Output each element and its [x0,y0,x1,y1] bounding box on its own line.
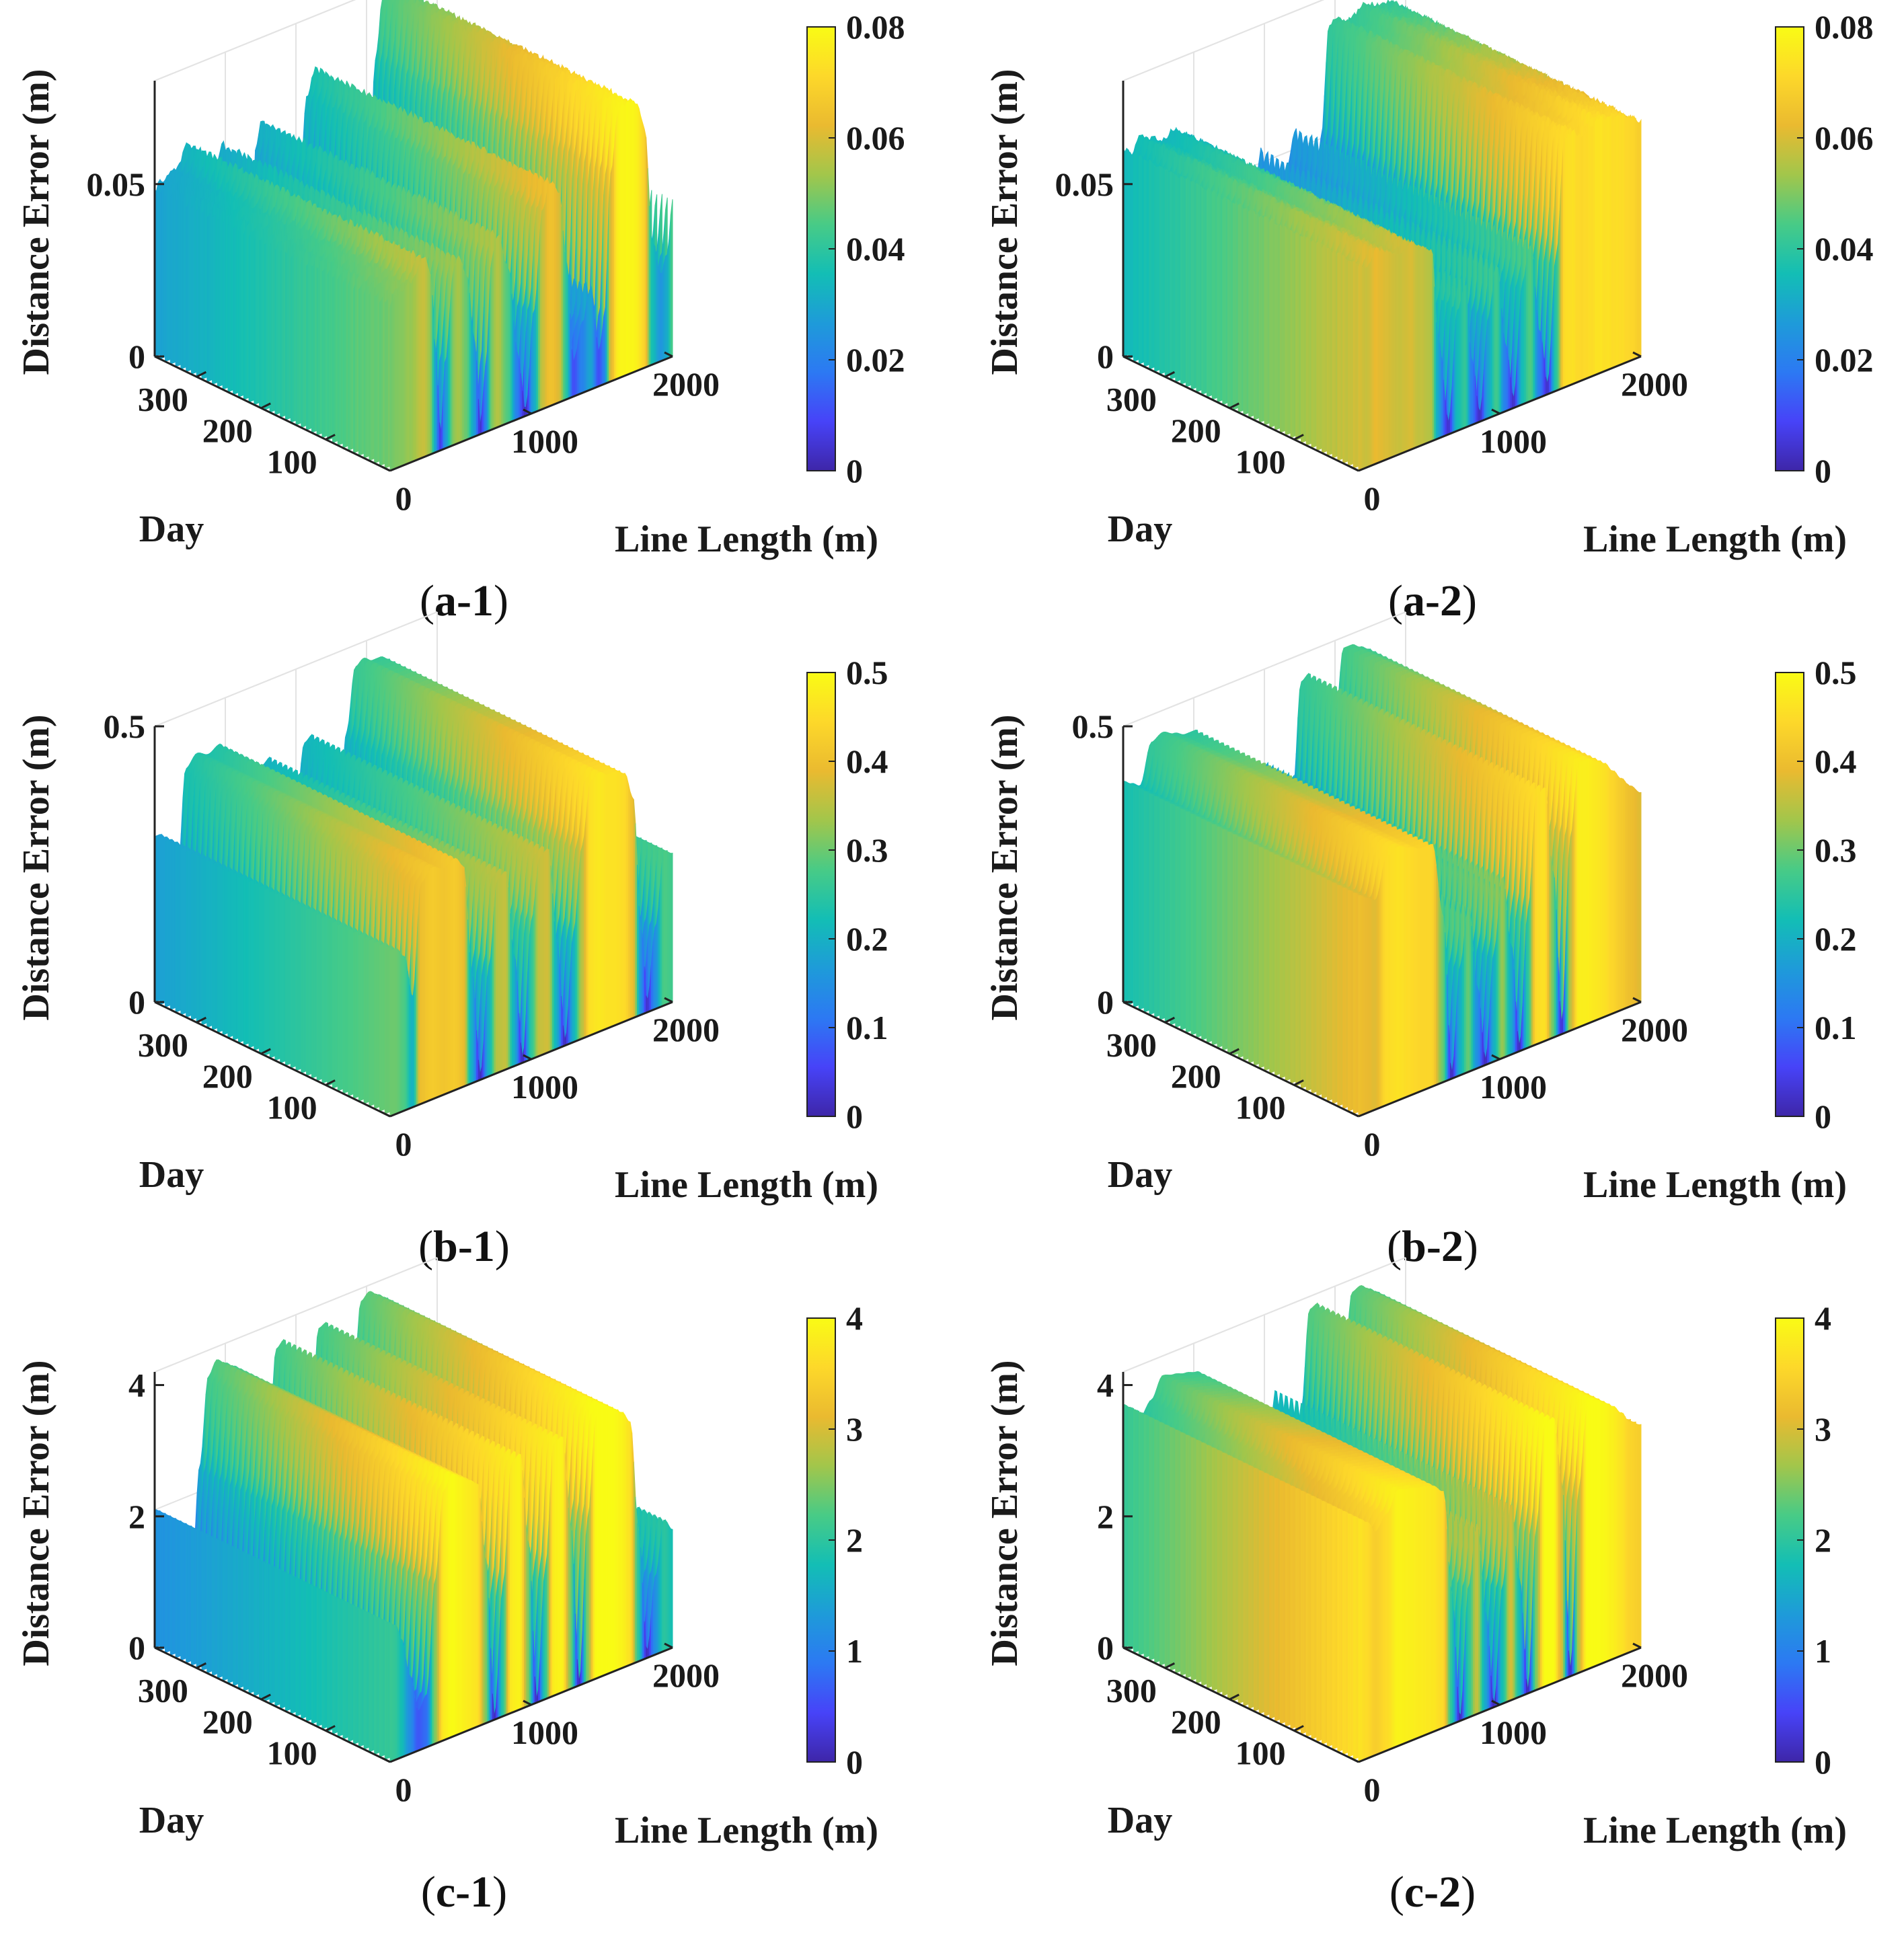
surface-a-1 [154,0,673,471]
